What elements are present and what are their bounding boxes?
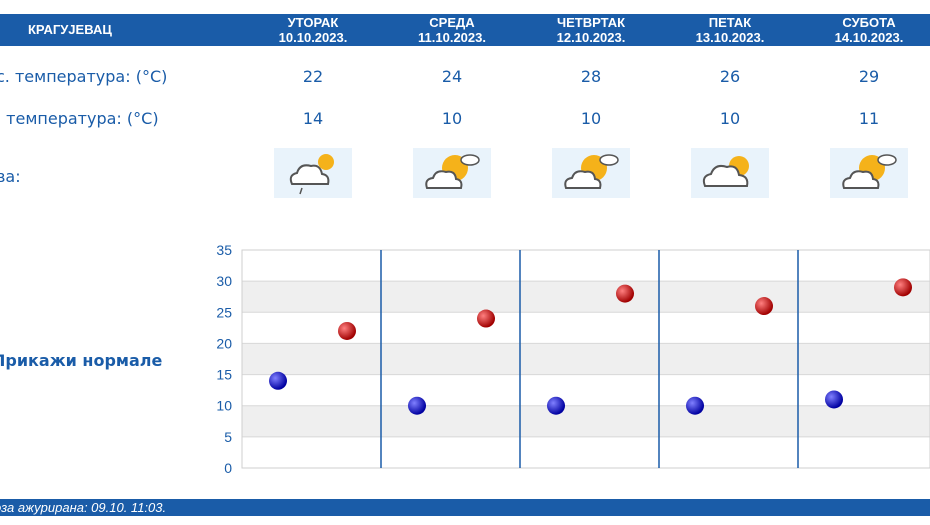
max-temp-marker: [477, 309, 495, 328]
max-temp-marker: [755, 297, 773, 316]
forecast-header: КРАГУЈЕВАЦ УТОРАК 10.10.2023. СРЕДА 11.1…: [0, 14, 930, 46]
max-temp-value: 29: [858, 67, 880, 86]
day-name: СРЕДА: [429, 15, 475, 30]
y-tick-label: 0: [224, 460, 232, 476]
max-temp-value: 28: [580, 67, 602, 86]
day-name: СУБОТА: [842, 15, 896, 30]
day-header-1: УТОРАК 10.10.2023.: [253, 15, 373, 45]
max-temp-label: с. температура: (°C): [0, 67, 168, 86]
sun-cloud-icon: [552, 148, 630, 198]
sun-cloud-icon: [413, 148, 491, 198]
max-temp-value: 24: [441, 67, 463, 86]
city-name: КРАГУЈЕВАЦ: [28, 22, 112, 37]
cloud-sun-icon: [691, 148, 769, 198]
plot-frame: [241, 249, 930, 469]
grid-band: [242, 281, 930, 313]
min-temp-value: 14: [302, 109, 324, 128]
sun-cloud-rain-icon: [274, 148, 352, 198]
day-date: 11.10.2023.: [418, 30, 486, 45]
day-date: 12.10.2023.: [556, 30, 626, 45]
grid-band: [242, 343, 930, 375]
footer-bar: оза ажурирана: 09.10. 11:03.: [0, 499, 930, 516]
last-updated-text: оза ажурирана: 09.10. 11:03.: [0, 500, 167, 515]
y-tick-label: 10: [216, 398, 232, 414]
min-temp-value: 10: [441, 109, 463, 128]
day-name: УТОРАК: [287, 15, 339, 30]
max-temp-marker: [338, 321, 356, 340]
min-temp-marker: [825, 390, 843, 409]
min-temp-value: 10: [719, 109, 741, 128]
min-temp-marker: [408, 396, 426, 415]
y-tick-label: 5: [224, 429, 232, 445]
y-tick-label: 20: [216, 335, 232, 351]
max-temp-value: 22: [302, 67, 324, 86]
min-temp-label: . температура: (°C): [0, 109, 159, 128]
y-tick-label: 25: [216, 304, 232, 320]
day-header-3: ЧЕТВРТАК 12.10.2023.: [531, 15, 651, 45]
day-name: ЧЕТВРТАК: [556, 15, 626, 30]
temperature-chart: 0 5 10 15 20 25 30 35: [216, 242, 930, 476]
weather-label: ва:: [0, 167, 21, 186]
day-name: ПЕТАК: [708, 15, 752, 30]
sun-cloud-icon: [830, 148, 908, 198]
day-date: 13.10.2023.: [695, 30, 765, 45]
day-header-2: СРЕДА 11.10.2023.: [392, 15, 512, 45]
day-date: 10.10.2023.: [278, 30, 348, 45]
y-tick-label: 35: [216, 242, 232, 258]
max-temp-marker: [616, 284, 634, 303]
min-temp-marker: [686, 396, 704, 415]
min-temp-marker: [269, 371, 287, 390]
y-tick-label: 30: [216, 273, 232, 289]
min-temp-value: 11: [858, 109, 880, 128]
min-temp-value: 10: [580, 109, 602, 128]
day-header-4: ПЕТАК 13.10.2023.: [670, 15, 790, 45]
day-date: 14.10.2023.: [834, 30, 904, 45]
y-tick-label: 15: [216, 367, 232, 383]
day-header-5: СУБОТА 14.10.2023.: [809, 15, 929, 45]
show-normals-link[interactable]: Прикажи нормале: [0, 351, 163, 370]
grid-band: [242, 405, 930, 437]
max-temp-value: 26: [719, 67, 741, 86]
max-temp-marker: [894, 278, 912, 297]
min-temp-marker: [547, 396, 565, 415]
